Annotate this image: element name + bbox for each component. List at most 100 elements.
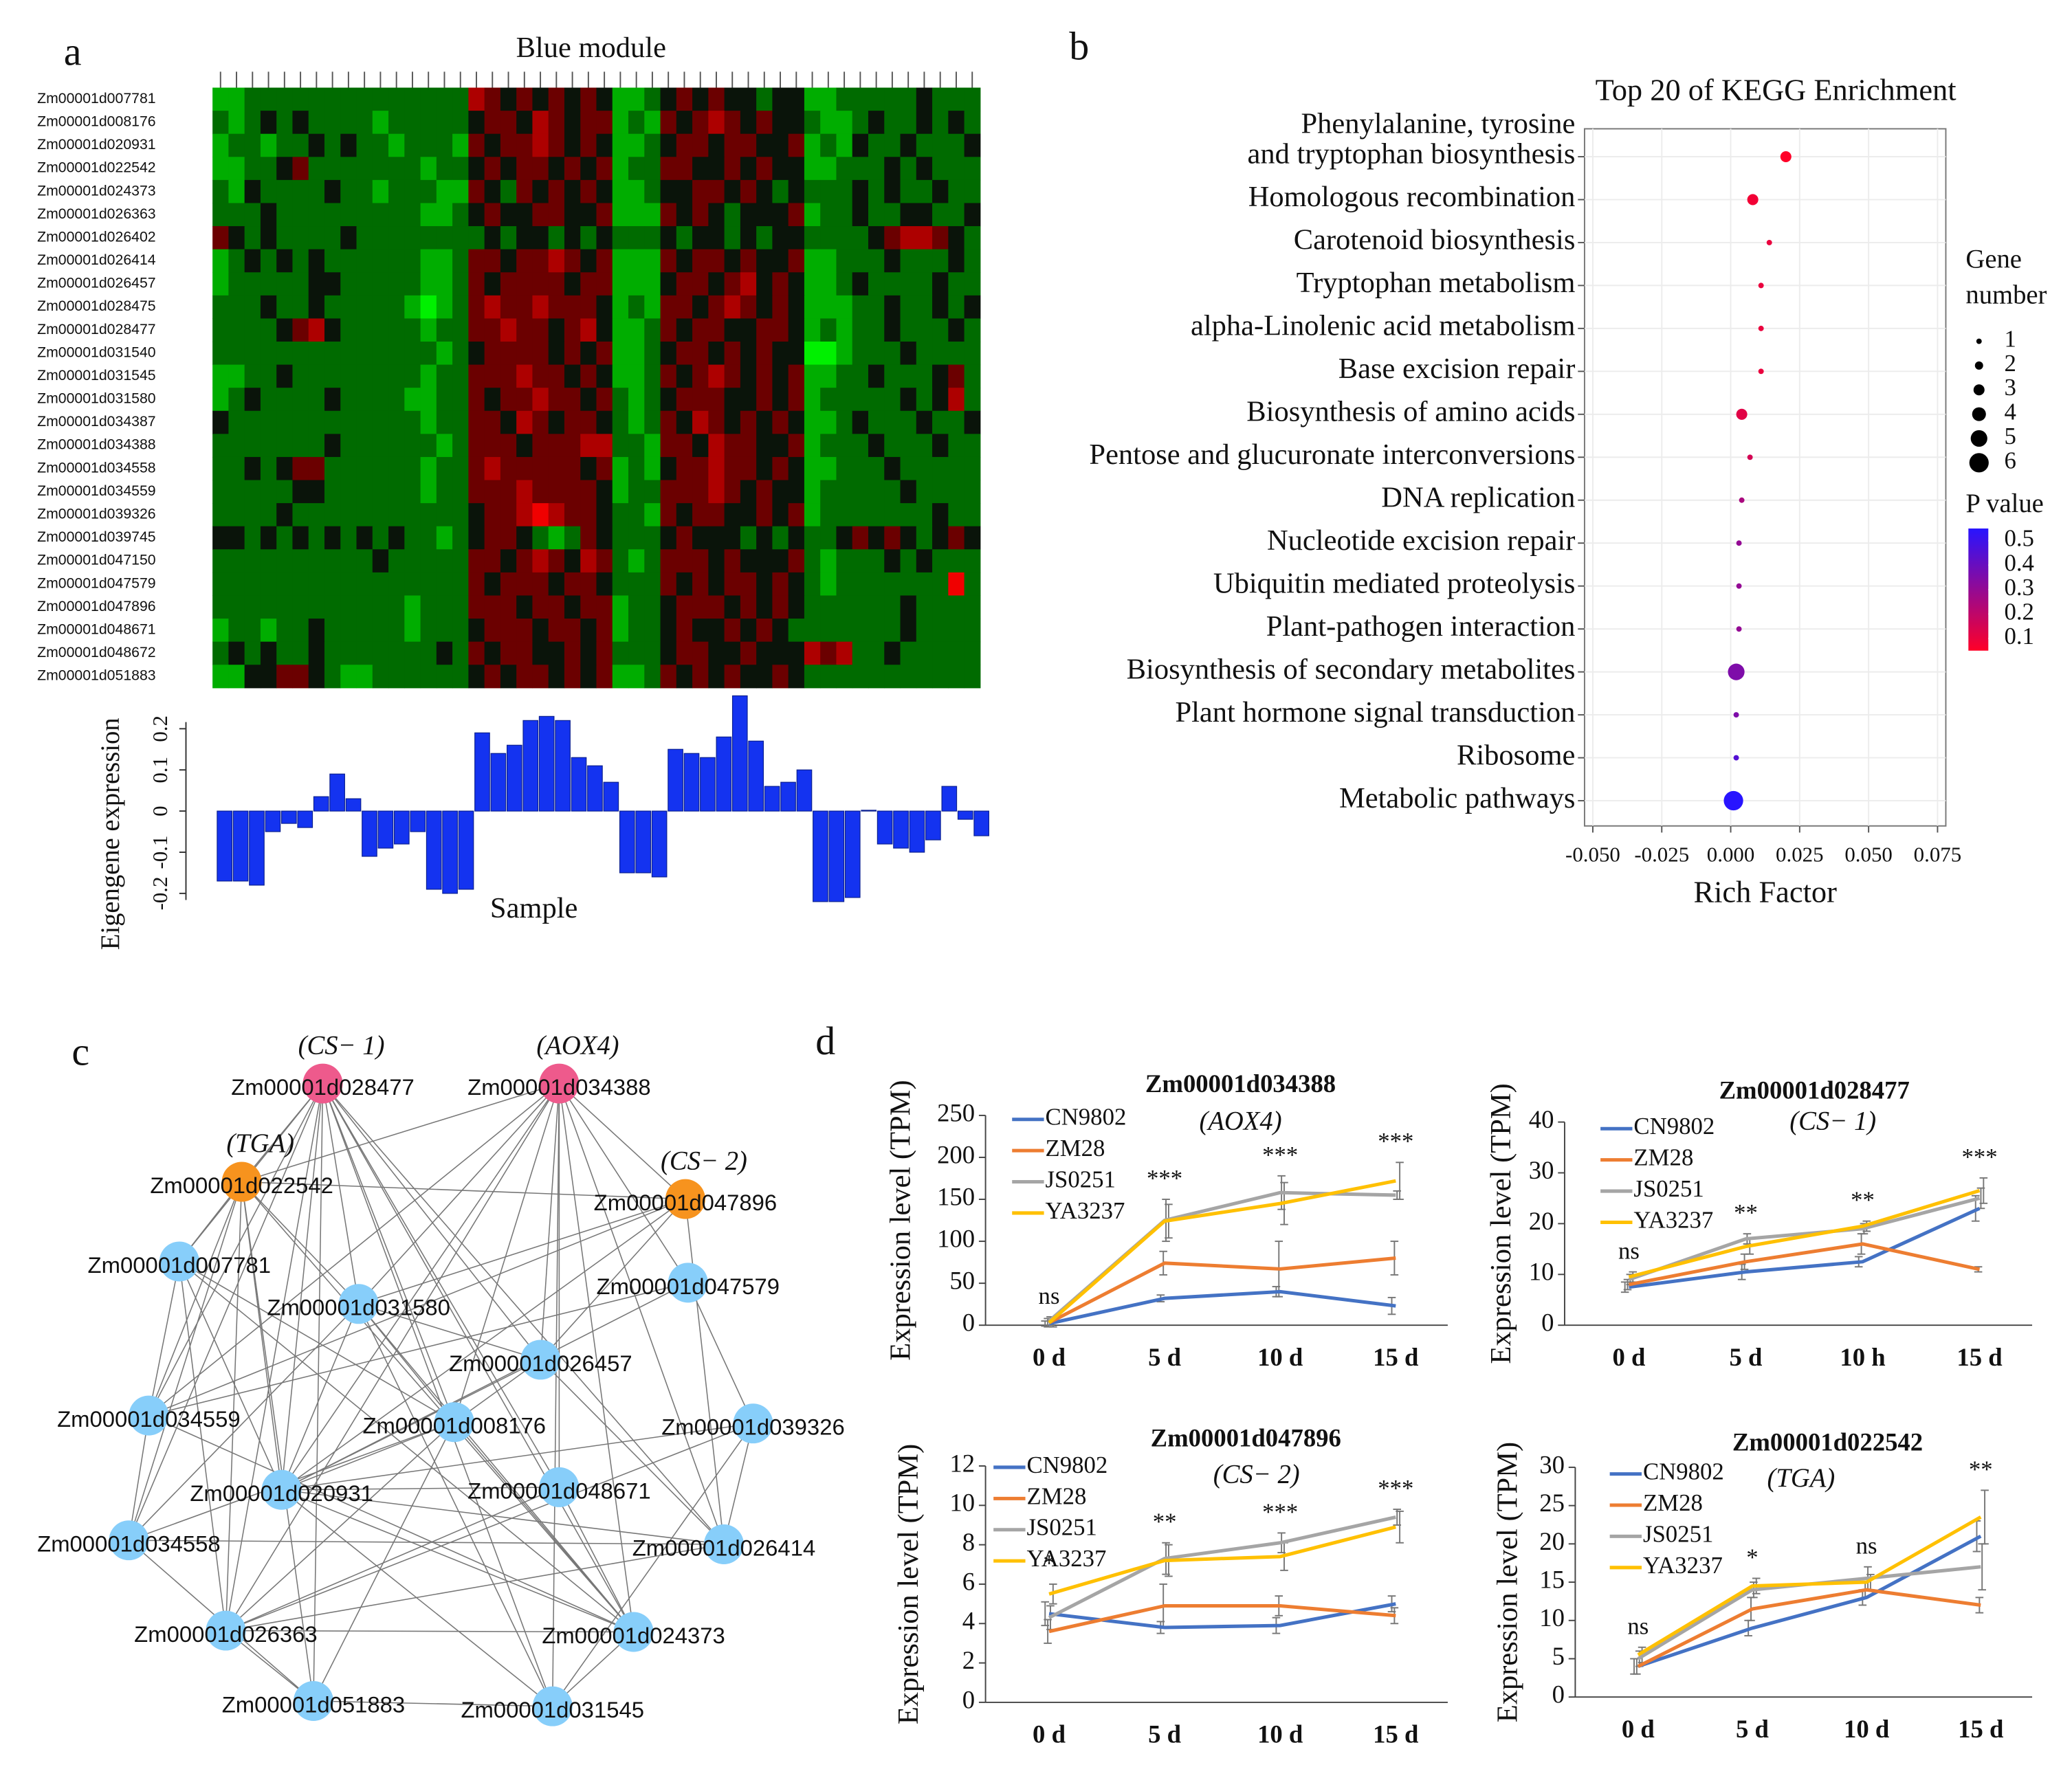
heatmap-cell	[212, 133, 229, 157]
heatmap-cell	[836, 480, 853, 504]
heatmap-cell	[532, 272, 549, 296]
x-tick-label: 0 d	[1613, 1343, 1646, 1371]
y-tick-label: 0	[148, 805, 172, 816]
heatmap-cell	[948, 665, 965, 689]
heatmap-cell	[740, 111, 757, 135]
heatmap-cell	[452, 318, 469, 342]
node-label: Zm00001d048671	[467, 1478, 650, 1503]
heatmap-cell	[388, 341, 405, 366]
row-label: Zm00001d008176	[37, 113, 156, 130]
heatmap-cell	[372, 364, 389, 388]
chart-title: Zm00001d034388	[1145, 1069, 1336, 1098]
heatmap-cell	[900, 595, 917, 619]
heatmap-cell	[948, 595, 965, 619]
network-edge	[454, 1421, 635, 1633]
heatmap-cell	[516, 434, 533, 458]
heatmap-cell	[868, 665, 885, 689]
heatmap-cell	[852, 364, 869, 388]
heatmap-cell	[612, 203, 629, 227]
dot	[1723, 790, 1743, 811]
heatmap-cell	[804, 526, 821, 550]
heatmap-cell	[356, 641, 373, 665]
heatmap-cell	[772, 87, 789, 111]
heatmap-cell	[628, 133, 645, 157]
heatmap-cell	[356, 87, 373, 111]
x-tick-label: 15 d	[1957, 1343, 2002, 1371]
heatmap-cell	[228, 249, 245, 273]
heatmap-cell	[388, 295, 405, 319]
heatmap-cell	[900, 157, 917, 181]
heatmap-cell	[708, 318, 725, 342]
heatmap-cell	[676, 549, 693, 573]
heatmap-cell	[740, 572, 757, 597]
legend-label: 1	[2004, 326, 2016, 353]
heatmap-cell	[916, 111, 933, 135]
heatmap-cell	[740, 157, 757, 181]
heatmap-cell	[740, 318, 757, 342]
heatmap-cell	[484, 249, 501, 273]
heatmap-cell	[644, 226, 661, 250]
category-label: Metabolic pathways	[1339, 782, 1575, 814]
heatmap-cell	[868, 410, 885, 434]
heatmap-cell	[708, 111, 725, 135]
network-edge	[225, 1487, 560, 1632]
heatmap-cell	[356, 480, 373, 504]
y-tick-label: 40	[1529, 1105, 1554, 1133]
heatmap-cell	[516, 87, 533, 111]
network-edge	[225, 1630, 634, 1633]
heatmap-cell	[788, 179, 805, 204]
heatmap-cell	[884, 111, 901, 135]
heatmap-cell	[420, 665, 437, 689]
heatmap-cell	[452, 434, 469, 458]
heatmap-cell	[948, 111, 965, 135]
significance-label: ***	[1961, 1144, 1997, 1170]
heatmap-cell	[900, 87, 917, 111]
heatmap-cell	[548, 572, 565, 597]
heatmap-cell	[356, 249, 373, 273]
series-line	[1637, 1515, 1982, 1657]
heatmap-cell	[244, 157, 261, 181]
heatmap-cell	[708, 595, 725, 619]
heatmap-cell	[852, 341, 869, 366]
heatmap-cell	[756, 111, 773, 135]
heatmap-cell	[692, 572, 709, 597]
plot-area	[1583, 128, 1947, 827]
heatmap-cell	[468, 572, 485, 597]
heatmap-cell	[324, 641, 341, 665]
heatmap-cell	[308, 295, 325, 319]
heatmap-cell	[516, 295, 533, 319]
heatmap-cell	[468, 549, 485, 573]
heatmap-cell	[612, 549, 629, 573]
row-label: Zm00001d026414	[37, 252, 156, 268]
heatmap-cell	[868, 157, 885, 181]
heatmap-cell	[516, 249, 533, 273]
heatmap-cell	[420, 111, 437, 135]
heatmap-cell	[964, 503, 981, 527]
heatmap-cell	[836, 549, 853, 573]
heatmap-cell	[436, 595, 453, 619]
heatmap-cell	[420, 249, 437, 273]
heatmap-cell	[948, 203, 965, 227]
heatmap-cell	[356, 341, 373, 366]
heatmap-cell	[340, 179, 357, 204]
bar	[700, 757, 716, 812]
heatmap-cell	[340, 157, 357, 181]
heatmap-cell	[756, 526, 773, 550]
heatmap-cell	[260, 295, 277, 319]
heatmap-cell	[820, 87, 837, 111]
heatmap-cell	[324, 341, 341, 366]
heatmap-cell	[532, 595, 549, 619]
heatmap-cell	[852, 549, 869, 573]
heatmap-cell	[740, 526, 757, 550]
network-edge	[322, 1083, 455, 1423]
heatmap-cell	[884, 295, 901, 319]
heatmap-cell	[580, 318, 597, 342]
heatmap-cell	[852, 434, 869, 458]
heatmap-cell	[916, 364, 933, 388]
heatmap-cell	[964, 111, 981, 135]
node-label: Zm00001d034558	[37, 1531, 220, 1557]
network-edge	[313, 1700, 553, 1707]
heatmap-cell	[884, 665, 901, 689]
heatmap-cell	[788, 341, 805, 366]
heatmap-cell	[276, 318, 294, 342]
